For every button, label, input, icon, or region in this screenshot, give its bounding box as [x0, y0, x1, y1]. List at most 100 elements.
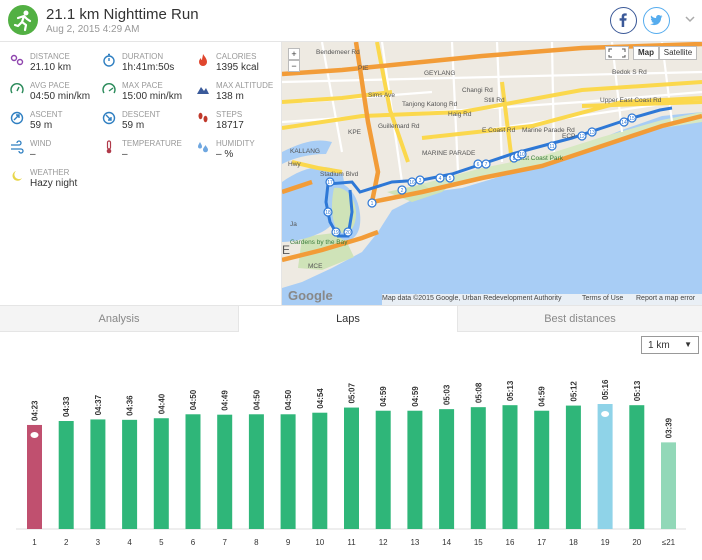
tab-best-distances[interactable]: Best distances — [544, 313, 616, 325]
lap-time-label: 05:08 — [474, 382, 483, 403]
lap-bar[interactable] — [248, 414, 264, 529]
lap-bar[interactable] — [153, 418, 169, 529]
km-marker[interactable] — [547, 141, 557, 151]
map-label: Bedok S Rd — [612, 69, 647, 76]
chevron-down-icon[interactable] — [684, 12, 696, 30]
tab-laps[interactable]: Laps — [238, 306, 458, 332]
lap-time-label: 04:49 — [221, 390, 230, 411]
stat-value: 1h:41m:50s — [122, 62, 175, 73]
km-marker-label: 10 — [519, 152, 525, 158]
lap-number-label: 18 — [569, 538, 578, 547]
map-label: Tanjong Katong Rd — [402, 101, 458, 108]
descent-icon — [102, 111, 116, 125]
km-marker[interactable] — [587, 127, 597, 137]
stat-calories: CALORIES 1395 kcal — [196, 51, 288, 81]
km-marker[interactable] — [445, 173, 455, 183]
stat-value: 1395 kcal — [216, 62, 259, 73]
lap-bar[interactable] — [661, 442, 676, 529]
lap-bar[interactable] — [470, 407, 486, 529]
report-map-error-link[interactable]: Report a map error — [636, 295, 696, 302]
map-canvas[interactable]: PIE GEYLANG Sims Ave Guillemard Rd Chang… — [282, 42, 702, 305]
km-marker-label: 12 — [579, 134, 585, 140]
lap-bar[interactable] — [375, 410, 391, 529]
map-label: Haig Rd — [448, 111, 472, 118]
km-marker[interactable] — [397, 185, 407, 195]
lap-number-label: 13 — [410, 538, 419, 547]
km-marker[interactable] — [435, 173, 445, 183]
map-label: E — [282, 243, 290, 257]
lap-time-label: 04:59 — [538, 386, 547, 407]
runner-icon — [13, 10, 32, 32]
lap-bar[interactable] — [312, 412, 328, 529]
km-marker-label: 16 — [409, 180, 415, 186]
lap-bar[interactable] — [27, 424, 42, 529]
route-map[interactable]: PIE GEYLANG Sims Ave Guillemard Rd Chang… — [282, 42, 702, 305]
footsteps-icon — [198, 112, 208, 123]
stat-max-pace: MAX PACE 15:00 min/km — [102, 80, 194, 110]
twitter-share-button[interactable] — [643, 7, 670, 34]
lap-bar[interactable] — [597, 404, 613, 529]
lap-bar[interactable] — [185, 414, 201, 529]
lap-bar[interactable] — [534, 410, 550, 529]
stat-distance: DISTANCE 21.10 km — [10, 51, 102, 81]
map-label: Stadium Blvd — [320, 171, 359, 178]
km-marker-label: 7 — [485, 162, 488, 168]
humidity-icon — [198, 142, 208, 153]
km-marker[interactable] — [323, 207, 333, 217]
terms-of-use-link[interactable]: Terms of Use — [582, 295, 624, 302]
tab-analysis[interactable]: Analysis — [98, 313, 140, 325]
map-type-satellite-button[interactable]: Satellite — [659, 46, 697, 60]
lap-bar[interactable] — [58, 421, 74, 529]
stat-label: CALORIES — [216, 52, 257, 61]
map-label: East Coast Park — [516, 155, 564, 162]
lap-bar[interactable] — [217, 414, 233, 529]
lap-bar[interactable] — [344, 407, 359, 529]
map-label: Guillemard Rd — [378, 123, 420, 130]
map-data-attribution: Map data ©2015 Google, Urban Redevelopme… — [382, 295, 562, 302]
lap-time-label: 05:16 — [601, 379, 610, 400]
thermometer-icon — [106, 140, 112, 154]
km-marker-label: 15 — [629, 116, 635, 122]
fullscreen-button[interactable] — [605, 46, 629, 60]
lap-unit-select[interactable]: 1 km ▼ — [641, 336, 699, 354]
map-type-map-button[interactable]: Map — [633, 46, 659, 60]
km-marker[interactable] — [343, 227, 353, 237]
km-marker[interactable] — [325, 177, 335, 187]
km-marker[interactable] — [481, 159, 491, 169]
lap-bar[interactable] — [439, 409, 455, 529]
lap-bar[interactable] — [502, 405, 518, 529]
facebook-share-button[interactable] — [610, 7, 637, 34]
stat-label: HUMIDITY — [216, 139, 255, 148]
stat-descent: DESCENT 59 m — [102, 109, 194, 139]
lap-bar[interactable] — [407, 410, 423, 529]
km-marker[interactable] — [331, 227, 341, 237]
km-marker-label: 1 — [371, 201, 374, 207]
map-label: ECP — [562, 133, 575, 140]
lap-bar[interactable] — [122, 419, 138, 529]
zoom-in-button[interactable]: + — [288, 48, 300, 60]
zoom-out-button[interactable]: − — [288, 60, 300, 72]
lap-bar[interactable] — [629, 405, 645, 529]
mountain-icon — [197, 87, 209, 94]
lap-bar[interactable] — [280, 414, 296, 529]
activity-title: 21.1 km Nighttime Run — [46, 6, 199, 23]
stat-label: DESCENT — [122, 110, 161, 119]
km-marker[interactable] — [627, 113, 637, 123]
map-label: PIE — [358, 65, 369, 72]
stat-label: WIND — [30, 139, 52, 148]
km-marker[interactable] — [367, 198, 377, 208]
km-marker[interactable] — [517, 149, 527, 159]
km-marker[interactable] — [407, 177, 417, 187]
stat-avg-pace: AVG PACE 04:50 min/km — [10, 80, 102, 110]
km-marker[interactable] — [577, 131, 587, 141]
facebook-icon — [619, 13, 627, 27]
map-label: Gardens by the Bay — [290, 239, 348, 246]
lap-bar[interactable] — [565, 405, 581, 529]
stat-label: MAX ALTITUDE — [216, 81, 274, 90]
lap-bar[interactable] — [90, 419, 106, 529]
stat-value: 18717 — [216, 120, 244, 131]
stat-wind: WIND – — [10, 138, 102, 168]
map-label: Sims Ave — [368, 92, 395, 99]
lap-number-label: 10 — [315, 538, 324, 547]
km-marker[interactable] — [619, 117, 629, 127]
